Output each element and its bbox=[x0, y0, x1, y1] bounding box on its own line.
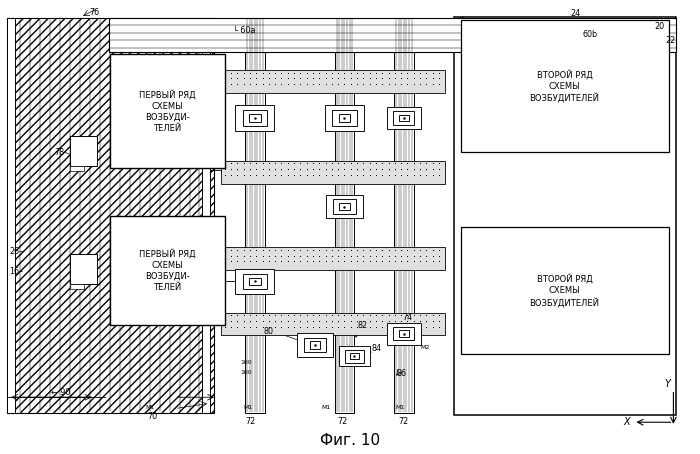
Bar bbox=[339, 346, 370, 366]
Bar bbox=[110, 54, 225, 168]
Bar bbox=[454, 17, 676, 415]
Text: M1: M1 bbox=[395, 405, 405, 410]
Text: 16–: 16– bbox=[9, 267, 23, 276]
Text: 72: 72 bbox=[398, 417, 408, 426]
Text: 80: 80 bbox=[263, 327, 273, 336]
Text: 100: 100 bbox=[240, 360, 252, 365]
Text: Y: Y bbox=[664, 379, 670, 389]
Text: ПЕРВЫЙ РЯД
СХЕМЫ
ВОЗБУДИ-
ТЕЛЕЙ: ПЕРВЫЙ РЯД СХЕМЫ ВОЗБУДИ- ТЕЛЕЙ bbox=[139, 248, 196, 292]
Bar bbox=[393, 327, 414, 340]
Bar bbox=[344, 350, 364, 363]
Bar bbox=[309, 341, 321, 349]
Bar bbox=[339, 203, 350, 210]
Bar bbox=[70, 284, 84, 289]
Bar bbox=[243, 274, 267, 289]
Bar bbox=[249, 278, 260, 285]
Bar bbox=[326, 195, 363, 218]
Bar bbox=[393, 111, 414, 125]
Bar bbox=[335, 18, 354, 413]
Text: 76: 76 bbox=[90, 8, 99, 17]
Bar bbox=[108, 18, 676, 52]
Bar bbox=[220, 313, 444, 335]
Bar bbox=[220, 70, 444, 93]
Bar bbox=[339, 114, 350, 122]
Text: 24: 24 bbox=[570, 9, 580, 18]
Text: ВТОРОЙ РЯД
СХЕМЫ
ВОЗБУДИТЕЛЕЙ: ВТОРОЙ РЯД СХЕМЫ ВОЗБУДИТЕЛЕЙ bbox=[529, 69, 599, 103]
Bar bbox=[325, 105, 364, 131]
Text: 72: 72 bbox=[246, 417, 256, 426]
Text: 82: 82 bbox=[357, 321, 367, 331]
Text: 86: 86 bbox=[396, 369, 406, 378]
Bar bbox=[220, 247, 444, 270]
Bar bbox=[399, 115, 409, 121]
Text: 70: 70 bbox=[148, 412, 158, 421]
Bar bbox=[70, 166, 84, 171]
Bar bbox=[387, 323, 421, 345]
Text: 74: 74 bbox=[402, 313, 412, 322]
Bar bbox=[245, 18, 265, 413]
Text: M1: M1 bbox=[321, 405, 330, 410]
Bar bbox=[387, 107, 421, 129]
Bar bbox=[461, 227, 668, 354]
Bar bbox=[461, 20, 668, 152]
Text: M1: M1 bbox=[146, 405, 155, 410]
Bar bbox=[70, 254, 97, 284]
Bar bbox=[7, 18, 15, 413]
Bar bbox=[399, 331, 409, 337]
Bar bbox=[70, 136, 97, 166]
Bar bbox=[220, 161, 444, 184]
Text: └ 60a: └ 60a bbox=[233, 26, 256, 35]
Bar bbox=[349, 353, 359, 360]
Text: 26–: 26– bbox=[9, 247, 23, 257]
Bar bbox=[394, 18, 414, 413]
Bar bbox=[235, 105, 274, 131]
Bar bbox=[332, 110, 356, 126]
Bar bbox=[7, 18, 214, 413]
Text: M2: M2 bbox=[420, 345, 429, 350]
Text: 84: 84 bbox=[371, 344, 381, 353]
Bar bbox=[304, 338, 326, 352]
Text: 72: 72 bbox=[337, 417, 347, 426]
Bar bbox=[202, 18, 210, 413]
Bar bbox=[243, 110, 267, 126]
Text: 22: 22 bbox=[665, 36, 676, 45]
Bar bbox=[249, 114, 260, 122]
Text: ПЕРВЫЙ РЯД
СХЕМЫ
ВОЗБУДИ-
ТЕЛЕЙ: ПЕРВЫЙ РЯД СХЕМЫ ВОЗБУДИ- ТЕЛЕЙ bbox=[139, 89, 196, 133]
Bar bbox=[110, 216, 225, 325]
Bar bbox=[235, 269, 274, 294]
Text: 60b: 60b bbox=[582, 30, 598, 39]
Text: 20: 20 bbox=[654, 22, 664, 31]
Text: M1: M1 bbox=[244, 405, 253, 410]
Text: 78: 78 bbox=[55, 148, 64, 157]
Bar bbox=[297, 333, 333, 357]
Text: 100: 100 bbox=[240, 370, 252, 375]
Text: ВТОРОЙ РЯД
СХЕМЫ
ВОЗБУДИТЕЛЕЙ: ВТОРОЙ РЯД СХЕМЫ ВОЗБУДИТЕЛЕЙ bbox=[529, 274, 599, 307]
Bar bbox=[333, 199, 356, 214]
Text: Фиг. 10: Фиг. 10 bbox=[320, 433, 380, 448]
Text: X: X bbox=[624, 417, 630, 427]
Text: ← 90: ← 90 bbox=[51, 388, 71, 397]
